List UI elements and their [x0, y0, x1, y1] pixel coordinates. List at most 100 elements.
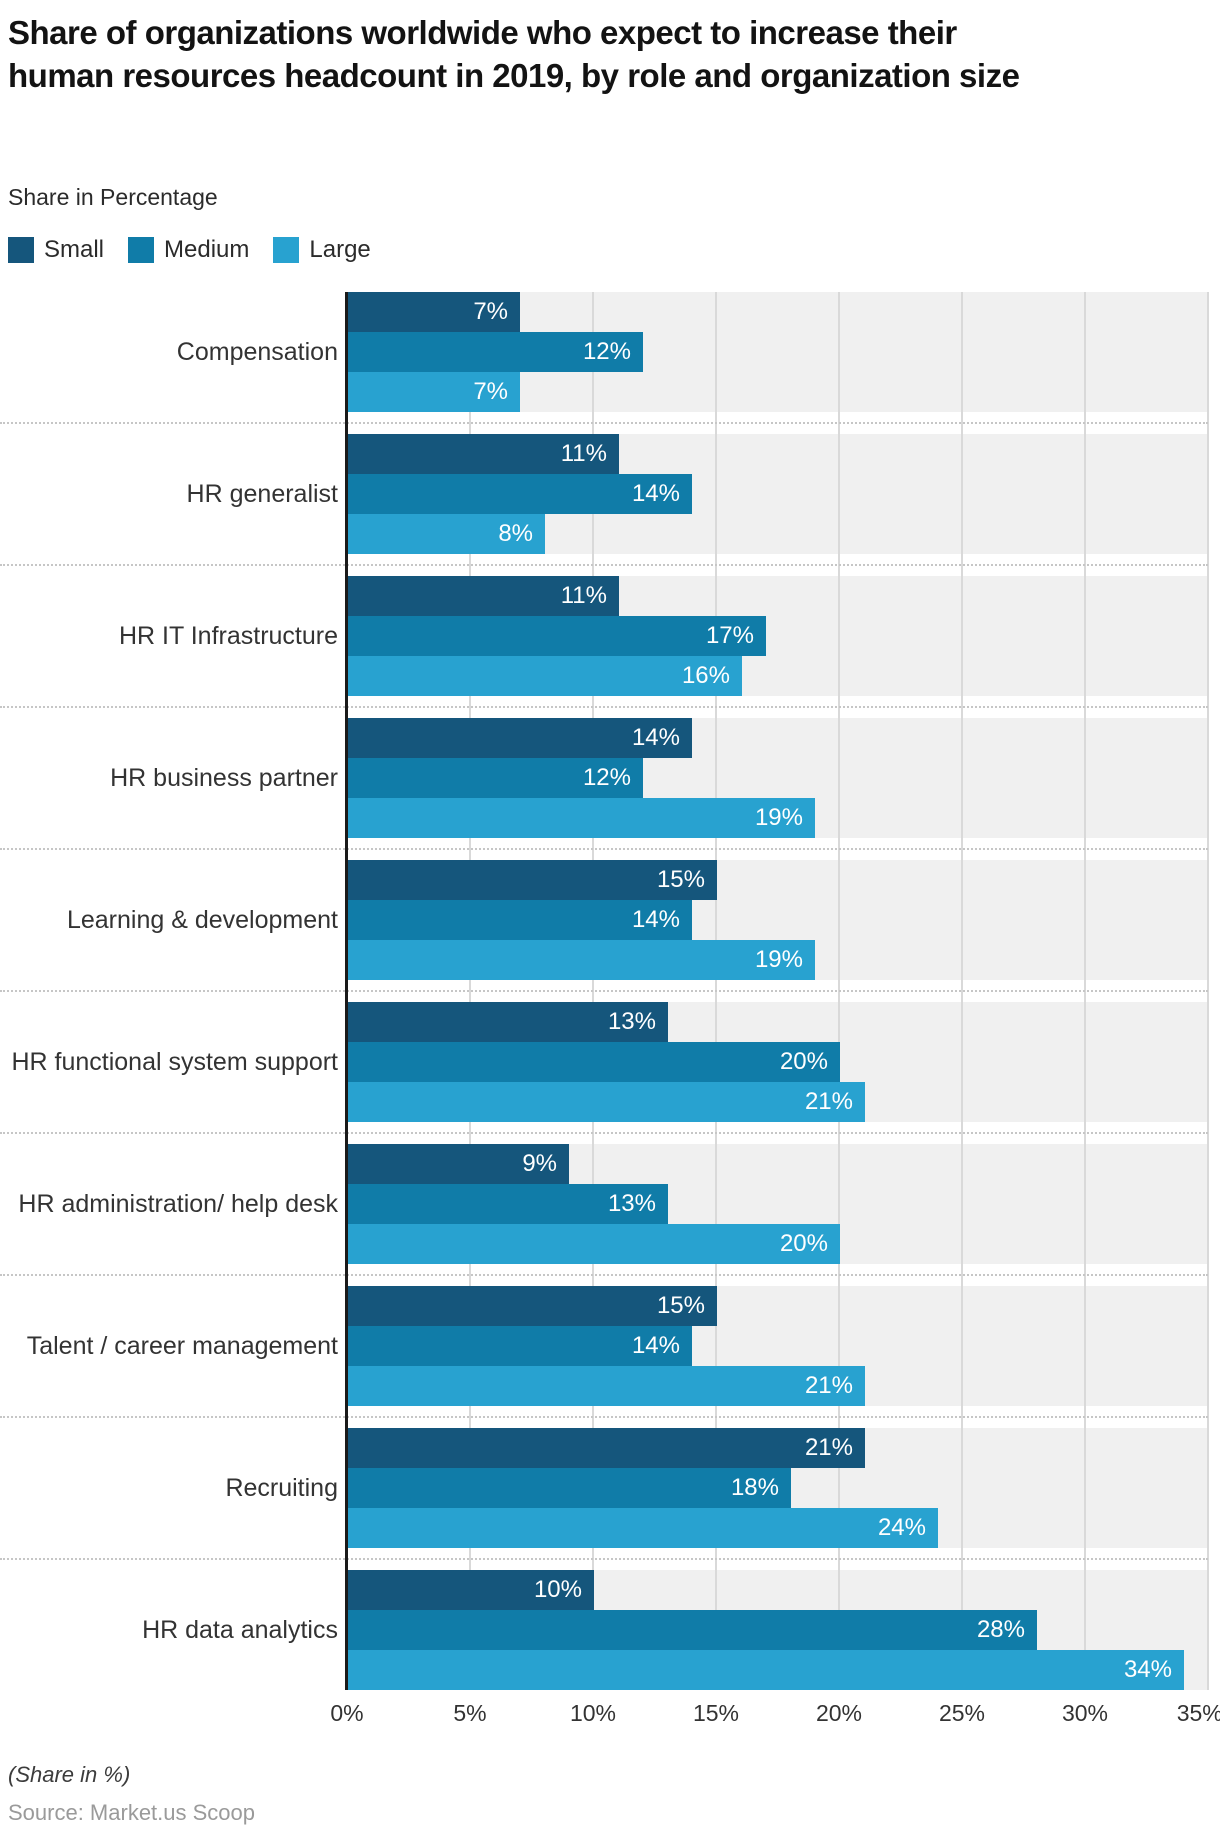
- bar-value-label: 20%: [779, 1230, 828, 1257]
- category-label-talent-career-management: Talent / career management: [26, 1332, 338, 1360]
- group-separator: [0, 564, 1208, 566]
- bar-large-recruiting: 24%: [348, 1508, 938, 1548]
- bar-value-label: 14%: [631, 480, 680, 507]
- bar-value-label: 10%: [533, 1576, 582, 1603]
- group-separator: [0, 1274, 1208, 1276]
- x-tick-0%: 0%: [330, 1700, 364, 1726]
- bar-medium-hr-generalist: 14%: [348, 474, 692, 514]
- bar-value-label: 13%: [607, 1190, 656, 1217]
- bar-large-compensation: 7%: [348, 372, 520, 412]
- group-separator: [0, 1416, 1208, 1418]
- bar-large-hr-functional-system-support: 21%: [348, 1082, 865, 1122]
- x-tick-30%: 30%: [1061, 1700, 1109, 1726]
- bar-medium-hr-it-infrastructure: 17%: [348, 616, 766, 656]
- bar-value-label: 14%: [631, 906, 680, 933]
- bar-value-label: 19%: [754, 946, 803, 973]
- source-text: Source: Market.us Scoop: [8, 1800, 256, 1825]
- bar-value-label: 8%: [498, 520, 533, 547]
- bar-value-label: 9%: [522, 1150, 557, 1177]
- category-label-hr-generalist: HR generalist: [186, 480, 338, 508]
- legend-swatch-medium: [128, 237, 155, 263]
- bar-small-compensation: 7%: [348, 292, 520, 332]
- bar-medium-hr-functional-system-support: 20%: [348, 1042, 840, 1082]
- bar-value-label: 21%: [804, 1434, 853, 1461]
- bar-value-label: 20%: [779, 1048, 828, 1075]
- x-tick-20%: 20%: [815, 1700, 863, 1726]
- bar-small-recruiting: 21%: [348, 1428, 865, 1468]
- bar-large-hr-generalist: 8%: [348, 514, 545, 554]
- group-separator: [0, 1132, 1208, 1134]
- legend: Small Medium Large: [8, 236, 371, 264]
- bar-value-label: 21%: [804, 1372, 853, 1399]
- bar-small-hr-it-infrastructure: 11%: [348, 576, 619, 616]
- footnote: (Share in %): [8, 1762, 131, 1787]
- bar-value-label: 15%: [656, 866, 705, 893]
- x-tick-5%: 5%: [453, 1700, 487, 1726]
- x-axis: 0% 5% 10% 15% 20% 25% 30% 35%: [0, 1700, 1220, 1730]
- bar-medium-hr-administration-help-desk: 13%: [348, 1184, 668, 1224]
- bar-small-hr-data-analytics: 10%: [348, 1570, 594, 1610]
- bar-value-label: 15%: [656, 1292, 705, 1319]
- bar-small-talent-career-management: 15%: [348, 1286, 717, 1326]
- legend-item-large: Large: [273, 236, 371, 264]
- category-label-hr-data-analytics: HR data analytics: [142, 1616, 338, 1644]
- legend-item-small: Small: [8, 236, 104, 264]
- bar-value-label: 19%: [754, 804, 803, 831]
- category-label-learning-development: Learning & development: [66, 906, 338, 934]
- bar-medium-recruiting: 18%: [348, 1468, 791, 1508]
- bar-value-label: 14%: [631, 1332, 680, 1359]
- legend-label: Small: [44, 236, 105, 263]
- legend-swatch-small: [8, 237, 34, 263]
- x-tick-25%: 25%: [938, 1700, 986, 1726]
- group-separator: [0, 848, 1208, 850]
- legend-swatch-large: [273, 237, 300, 263]
- bar-value-label: 7%: [473, 298, 508, 325]
- chart-subtitle: Share in Percentage: [8, 184, 218, 210]
- bar-medium-learning-development: 14%: [348, 900, 692, 940]
- bar-value-label: 7%: [473, 378, 508, 405]
- group-separator: [0, 706, 1208, 708]
- bar-medium-hr-data-analytics: 28%: [348, 1610, 1037, 1650]
- legend-label: Large: [309, 236, 371, 263]
- bar-small-hr-generalist: 11%: [348, 434, 619, 474]
- bar-medium-compensation: 12%: [348, 332, 643, 372]
- category-label-hr-business-partner: HR business partner: [110, 764, 338, 792]
- x-tick-15%: 15%: [692, 1700, 740, 1726]
- group-separator: [0, 1558, 1208, 1560]
- x-tick-35%: 35%: [1176, 1700, 1220, 1726]
- bar-medium-hr-business-partner: 12%: [348, 758, 643, 798]
- bar-value-label: 21%: [804, 1088, 853, 1115]
- x-tick-10%: 10%: [569, 1700, 617, 1726]
- category-label-hr-administration-help-desk: HR administration/ help desk: [18, 1190, 338, 1218]
- bar-value-label: 11%: [560, 582, 607, 609]
- bar-value-label: 12%: [582, 338, 631, 365]
- bar-value-label: 12%: [582, 764, 631, 791]
- bar-small-hr-functional-system-support: 13%: [348, 1002, 668, 1042]
- bar-value-label: 17%: [705, 622, 754, 649]
- bar-value-label: 14%: [631, 724, 680, 751]
- bar-value-label: 18%: [730, 1474, 779, 1501]
- legend-item-medium: Medium: [128, 236, 249, 264]
- bar-large-learning-development: 19%: [348, 940, 815, 980]
- bar-value-label: 34%: [1123, 1656, 1172, 1683]
- category-label-compensation: Compensation: [176, 338, 338, 366]
- bar-large-hr-it-infrastructure: 16%: [348, 656, 742, 696]
- gridline-35%: [1207, 292, 1209, 1690]
- bar-value-label: 11%: [560, 440, 607, 467]
- bar-large-hr-administration-help-desk: 20%: [348, 1224, 840, 1264]
- bar-large-hr-business-partner: 19%: [348, 798, 815, 838]
- bar-value-label: 24%: [877, 1514, 926, 1541]
- bar-large-hr-data-analytics: 34%: [348, 1650, 1184, 1690]
- bar-small-hr-administration-help-desk: 9%: [348, 1144, 569, 1184]
- category-label-recruiting: Recruiting: [225, 1474, 338, 1502]
- bar-chart: 7% 12% 7% Compensation 11% 14% 8% HR generalist…: [0, 292, 1220, 1690]
- bar-medium-talent-career-management: 14%: [348, 1326, 692, 1366]
- bar-small-hr-business-partner: 14%: [348, 718, 692, 758]
- group-separator: [0, 990, 1208, 992]
- group-separator: [0, 422, 1208, 424]
- y-axis-line: [345, 292, 348, 1690]
- bar-value-label: 28%: [976, 1616, 1025, 1643]
- bar-value-label: 13%: [607, 1008, 656, 1035]
- legend-label: Medium: [164, 236, 250, 263]
